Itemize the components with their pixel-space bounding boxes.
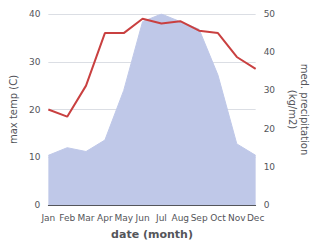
svg-text:Jul: Jul (155, 213, 167, 223)
svg-text:40: 40 (264, 47, 276, 57)
svg-text:40: 40 (29, 9, 41, 19)
svg-text:max temp (C): max temp (C) (8, 75, 19, 144)
svg-text:Oct: Oct (210, 213, 226, 223)
svg-text:50: 50 (264, 9, 276, 19)
svg-text:Dec: Dec (247, 213, 264, 223)
svg-text:Feb: Feb (59, 213, 75, 223)
svg-text:10: 10 (264, 162, 276, 172)
svg-text:Apr: Apr (97, 213, 113, 223)
svg-text:Sep: Sep (191, 213, 208, 223)
svg-text:Jun: Jun (135, 213, 150, 223)
svg-text:0: 0 (264, 200, 270, 210)
svg-text:10: 10 (29, 152, 41, 162)
svg-text:20: 20 (264, 124, 276, 134)
svg-text:0: 0 (35, 200, 41, 210)
svg-text:30: 30 (29, 57, 41, 67)
svg-text:20: 20 (29, 105, 41, 115)
svg-text:Mar: Mar (78, 213, 95, 223)
svg-text:Jan: Jan (40, 213, 55, 223)
svg-text:Nov: Nov (228, 213, 246, 223)
svg-text:30: 30 (264, 85, 276, 95)
svg-text:Aug: Aug (171, 213, 189, 223)
svg-text:May: May (114, 213, 133, 223)
svg-text:(kg/m2): (kg/m2) (287, 90, 298, 130)
svg-text:date (month): date (month) (111, 228, 193, 241)
svg-text:med. precipitation: med. precipitation (299, 64, 310, 156)
